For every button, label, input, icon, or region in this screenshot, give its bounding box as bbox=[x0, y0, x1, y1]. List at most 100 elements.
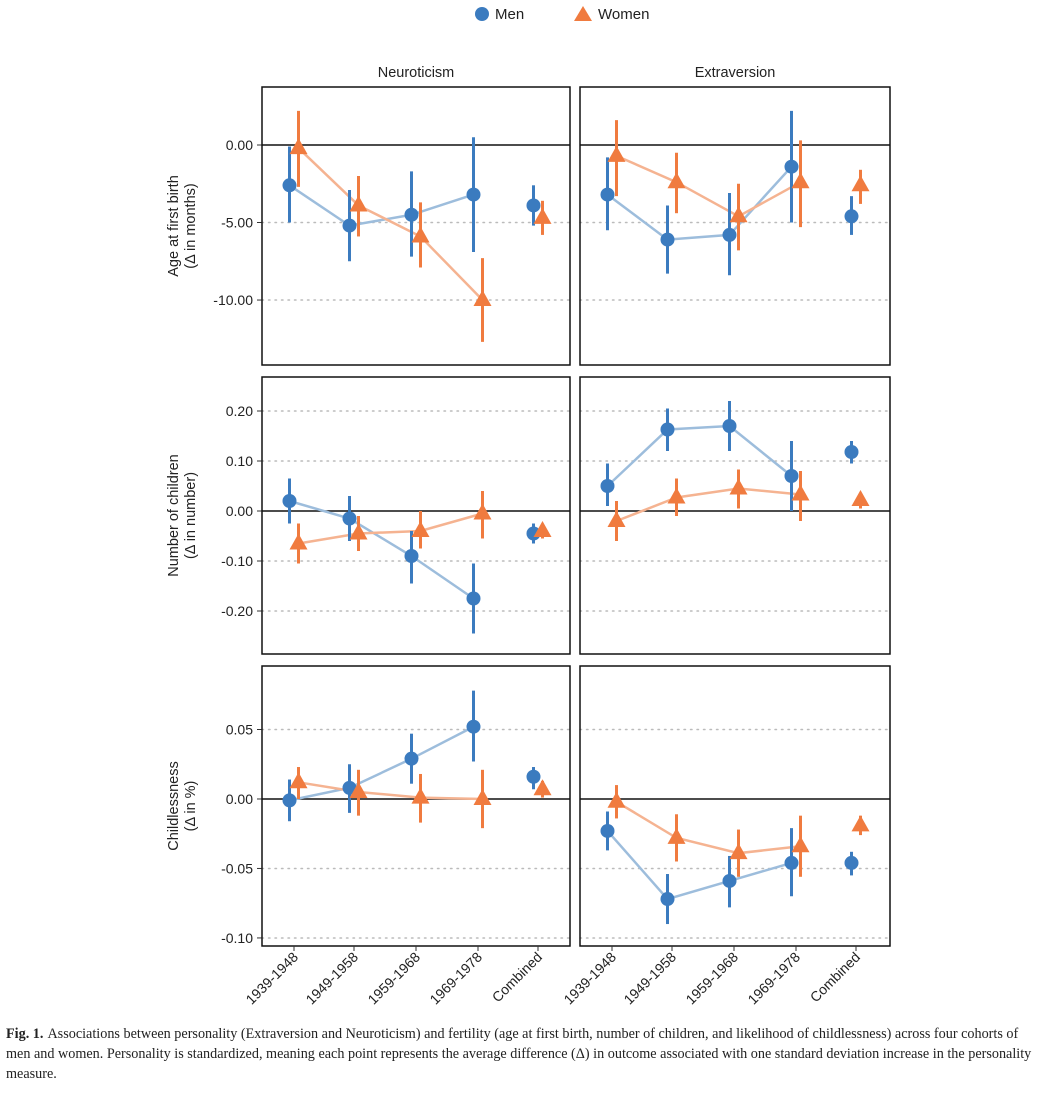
series-line-women bbox=[616, 487, 801, 523]
panel-border bbox=[579, 86, 891, 366]
legend-label-women: Women bbox=[598, 6, 649, 23]
data-point-men bbox=[466, 591, 481, 606]
panel-border bbox=[579, 665, 891, 947]
y-tick-label: -0.10 bbox=[221, 553, 253, 569]
facet-title-extraversion: Extraversion bbox=[695, 65, 776, 81]
data-point-women bbox=[289, 533, 308, 550]
x-tick-label: 1949-1958 bbox=[620, 949, 679, 1008]
y-axis-label-line1: Number of children bbox=[166, 454, 182, 577]
series-line-men bbox=[288, 184, 474, 227]
data-point-women bbox=[667, 172, 686, 189]
data-point-men bbox=[784, 159, 799, 174]
data-point-women bbox=[729, 206, 748, 223]
data-point-men bbox=[526, 198, 541, 213]
data-point-men bbox=[844, 445, 859, 459]
data-point-women bbox=[411, 787, 430, 804]
data-point-women bbox=[607, 791, 626, 808]
data-point-women bbox=[411, 226, 430, 243]
y-tick-label: 0.05 bbox=[226, 722, 253, 738]
data-point-men bbox=[660, 892, 675, 907]
caption-text: Associations between personality (Extrav… bbox=[6, 1026, 1032, 1082]
figure-caption: Fig. 1. Associations between personality … bbox=[6, 1024, 1046, 1084]
data-point-men bbox=[784, 855, 799, 870]
x-tick-label: 1959-1968 bbox=[682, 949, 741, 1008]
panel-border bbox=[579, 376, 891, 655]
y-axis-label: Age at first birth (Δ in months) bbox=[166, 175, 199, 277]
data-point-women bbox=[533, 521, 552, 537]
series-line-men bbox=[606, 165, 793, 241]
legend-label-men: Men bbox=[495, 6, 524, 23]
data-point-women bbox=[729, 843, 748, 860]
data-point-men bbox=[282, 793, 297, 808]
data-point-women bbox=[667, 487, 686, 504]
data-point-women bbox=[473, 503, 492, 520]
panel-neuroticism-row-1 bbox=[261, 376, 571, 655]
legend-men-circle-icon bbox=[475, 7, 489, 21]
data-point-women bbox=[851, 815, 870, 832]
data-point-men bbox=[466, 719, 481, 734]
series-line-men bbox=[606, 424, 793, 487]
data-point-men bbox=[660, 232, 675, 247]
y-tick-label: -5.00 bbox=[221, 215, 253, 231]
data-point-women bbox=[533, 207, 552, 224]
data-point-men bbox=[342, 218, 357, 233]
series-line-women bbox=[297, 147, 484, 301]
data-point-men bbox=[600, 823, 615, 838]
data-point-women bbox=[349, 523, 368, 540]
y-tick-label: -0.20 bbox=[221, 603, 253, 619]
data-point-women bbox=[473, 290, 492, 307]
data-point-men bbox=[600, 187, 615, 202]
data-point-men bbox=[466, 187, 481, 202]
data-point-men bbox=[722, 227, 737, 242]
data-point-women bbox=[729, 478, 748, 495]
data-point-women bbox=[851, 490, 870, 506]
panel-background bbox=[262, 377, 570, 654]
data-point-women bbox=[791, 172, 810, 189]
panel-background bbox=[262, 87, 570, 365]
y-axis-label-line2: (Δ in months) bbox=[183, 183, 199, 268]
y-tick-label: 0.00 bbox=[226, 137, 253, 153]
data-point-women bbox=[607, 145, 626, 162]
data-point-women bbox=[349, 782, 368, 799]
x-tick-label: 1949-1958 bbox=[302, 949, 361, 1008]
data-point-men bbox=[404, 549, 419, 563]
data-point-women bbox=[533, 779, 552, 796]
data-point-men bbox=[600, 479, 615, 493]
data-point-women bbox=[791, 484, 810, 501]
x-tick-label: 1939-1948 bbox=[242, 949, 301, 1008]
data-point-women bbox=[289, 772, 308, 789]
data-point-women bbox=[289, 138, 308, 155]
panel-background bbox=[580, 87, 890, 365]
legend: Men Women bbox=[475, 6, 649, 23]
data-point-men bbox=[722, 873, 737, 888]
series-line-women bbox=[615, 154, 802, 218]
panel-neuroticism-row-2 bbox=[261, 665, 571, 947]
panel-extraversion-row-1 bbox=[579, 376, 891, 655]
data-point-men bbox=[844, 855, 859, 870]
panel-extraversion-row-0 bbox=[579, 86, 891, 366]
y-axis-label-line2: (Δ in number) bbox=[183, 472, 199, 559]
series-line-men bbox=[289, 499, 475, 600]
series-line-women bbox=[615, 800, 801, 855]
data-point-men bbox=[722, 419, 737, 433]
data-point-women bbox=[851, 175, 870, 192]
y-tick-label: 0.20 bbox=[226, 403, 253, 419]
panel-background bbox=[580, 666, 890, 946]
data-point-men bbox=[404, 751, 419, 766]
data-point-women bbox=[607, 511, 626, 527]
data-point-women bbox=[411, 521, 430, 537]
y-axis-label-line1: Childlessness bbox=[166, 761, 182, 850]
series-line-men bbox=[289, 725, 475, 802]
panel-border bbox=[261, 376, 571, 655]
panel-background bbox=[580, 377, 890, 654]
data-point-men bbox=[660, 422, 675, 437]
data-point-men bbox=[404, 207, 419, 222]
y-axis-label: Number of children (Δ in number) bbox=[166, 454, 199, 577]
legend-women-triangle-icon bbox=[574, 6, 592, 21]
data-point-women bbox=[349, 195, 368, 212]
y-tick-label: 0.00 bbox=[226, 791, 253, 807]
data-point-women bbox=[473, 788, 492, 805]
data-point-men bbox=[282, 178, 297, 193]
y-axis-label: Childlessness (Δ in %) bbox=[166, 761, 199, 850]
panel-border bbox=[261, 86, 571, 366]
